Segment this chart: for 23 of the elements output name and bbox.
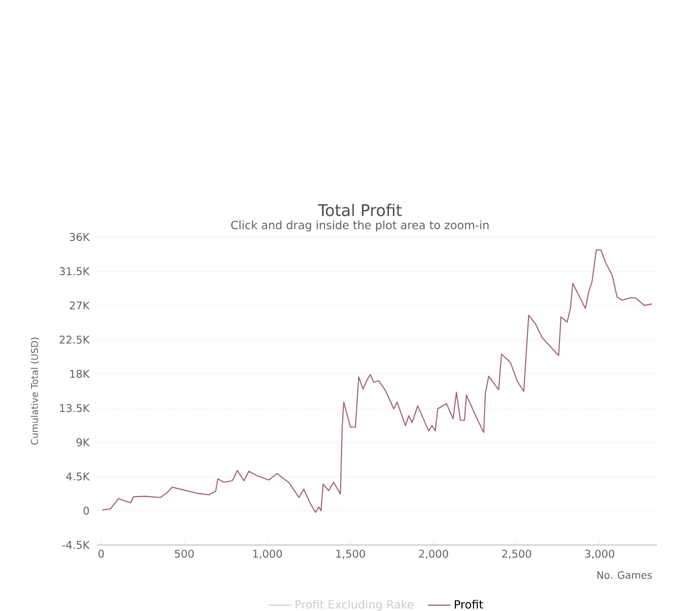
legend-label: Profit: [454, 600, 484, 609]
y-tick-label: 9K: [76, 438, 90, 446]
x-tick-label: 2,500: [502, 550, 532, 559]
y-tick-label: 4.5K: [66, 472, 90, 481]
y-axis-title: Cumulative Total (USD): [30, 338, 40, 445]
x-axis-title: No. Games: [597, 571, 652, 579]
x-tick-label: 0: [98, 550, 104, 558]
y-tick-label: 18K: [70, 370, 90, 378]
y-tick-label: 36K: [70, 232, 90, 242]
x-tick-label: 1,000: [253, 550, 282, 559]
y-tick-label: 13.5K: [60, 404, 90, 412]
chart-subtitle: Click and drag inside the plot area to zoom-in: [231, 220, 489, 232]
chart-title: Total Profit: [318, 204, 402, 216]
y-tick-label: 27K: [70, 301, 90, 310]
line-series: [102, 249, 653, 513]
y-tick-label: 0: [84, 506, 89, 515]
y-tick-label: -4.5K: [62, 541, 90, 549]
x-tick-label: 1,500: [336, 550, 365, 559]
x-tick-label: 500: [174, 550, 194, 558]
x-tick-label: 3,000: [585, 550, 614, 559]
y-tick-label: 31.5K: [60, 267, 90, 276]
x-tick-label: 2,000: [419, 550, 448, 559]
y-tick-label: 22.5K: [60, 336, 90, 344]
